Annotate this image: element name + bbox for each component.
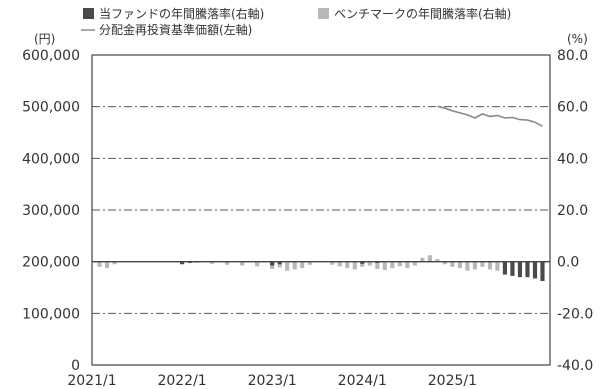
right-tick-label: -40.0 <box>557 358 593 374</box>
benchmark-bar <box>480 261 485 267</box>
benchmark-bar <box>97 261 102 267</box>
left-tick-label: 600,000 <box>22 48 80 64</box>
right-tick-label: 40.0 <box>557 151 588 167</box>
benchmark-bar <box>420 257 425 262</box>
fund-bar <box>532 261 538 279</box>
benchmark-bar <box>360 261 365 267</box>
benchmark-bar <box>375 261 380 269</box>
legend: 当ファンドの年間騰落率(右軸) ベンチマークの年間騰落率(右軸) 分配金再投資基準価… <box>81 6 511 37</box>
x-tick-label: 2021/1 <box>67 373 116 389</box>
benchmark-bar <box>472 261 477 270</box>
fund-bar <box>517 261 523 278</box>
left-axis-unit: (円) <box>34 32 55 46</box>
benchmark-bar <box>367 261 372 266</box>
left-tick-label: 0 <box>71 358 80 374</box>
benchmark-bar <box>465 261 470 271</box>
x-tick-label: 2024/1 <box>338 373 387 389</box>
left-tick-label: 300,000 <box>22 203 80 219</box>
benchmark-bars <box>97 255 545 274</box>
legend-label-nav: 分配金再投資基準価額(左軸) <box>99 22 252 37</box>
benchmark-bar <box>382 261 387 270</box>
benchmark-bar <box>450 261 455 267</box>
benchmark-bar <box>390 261 395 269</box>
left-tick-label: 200,000 <box>22 255 80 271</box>
fund-bar <box>180 261 185 265</box>
right-tick-label: 60.0 <box>557 100 588 116</box>
left-axis-ticks: 0 100,000 200,000 300,000 400,000 500,000 600,… <box>22 48 80 374</box>
right-axis-unit: (%) <box>567 32 588 46</box>
right-tick-label: -20.0 <box>557 306 593 322</box>
left-tick-label: 100,000 <box>22 306 80 322</box>
benchmark-bar <box>300 261 305 269</box>
fund-bar <box>510 261 515 276</box>
fund-bar <box>540 261 545 282</box>
benchmark-bar <box>352 261 357 270</box>
benchmark-bar <box>225 261 230 265</box>
benchmark-bar <box>307 261 312 265</box>
benchmark-bar <box>112 261 117 265</box>
x-tick-label: 2025/1 <box>428 373 477 389</box>
nav-line-series <box>437 105 543 128</box>
right-axis-ticks: -40.0 -20.0 0.0 20.0 40.0 60.0 80.0 <box>557 48 593 374</box>
fund-bar <box>277 261 282 265</box>
legend-label-benchmark: ベンチマークの年間騰落率(右軸) <box>334 6 511 21</box>
fund-bar <box>525 261 530 278</box>
nav-line <box>437 105 543 128</box>
benchmark-bar <box>412 261 417 266</box>
fund-bar <box>360 261 365 264</box>
benchmark-bar <box>240 261 245 266</box>
x-axis-ticks: 2021/1 2022/1 2023/1 2024/1 2025/1 <box>67 373 477 389</box>
legend-marker-fund <box>83 8 94 19</box>
benchmark-bar <box>427 255 432 262</box>
benchmark-bar <box>457 261 462 269</box>
plot-frame <box>91 54 551 366</box>
left-tick-label: 500,000 <box>22 100 80 116</box>
benchmark-bar <box>210 261 215 264</box>
benchmark-bar <box>337 261 342 267</box>
benchmark-bar <box>330 261 335 265</box>
benchmark-bar <box>397 261 402 267</box>
right-tick-label: 80.0 <box>557 48 588 64</box>
fund-bar <box>502 261 508 275</box>
benchmark-bar <box>285 261 290 271</box>
benchmark-bar <box>495 261 500 271</box>
x-tick-label: 2022/1 <box>157 373 206 389</box>
benchmark-bar <box>405 261 410 269</box>
fund-bars <box>180 261 545 282</box>
benchmark-bar <box>435 259 440 262</box>
x-tick-label: 2023/1 <box>248 373 297 389</box>
legend-label-fund: 当ファンドの年間騰落率(右軸) <box>99 6 264 21</box>
benchmark-bar <box>255 261 260 267</box>
benchmark-bar <box>292 261 297 270</box>
benchmark-bar <box>442 261 447 265</box>
right-tick-label: 0.0 <box>557 255 579 271</box>
right-tick-label: 20.0 <box>557 203 588 219</box>
benchmark-bar <box>487 261 492 270</box>
fund-bar <box>270 261 275 266</box>
benchmark-bar <box>104 261 110 269</box>
legend-marker-benchmark <box>318 8 329 19</box>
left-tick-label: 400,000 <box>22 151 80 167</box>
benchmark-bar <box>277 261 282 268</box>
gridlines <box>92 106 550 314</box>
benchmark-bar <box>345 261 350 269</box>
